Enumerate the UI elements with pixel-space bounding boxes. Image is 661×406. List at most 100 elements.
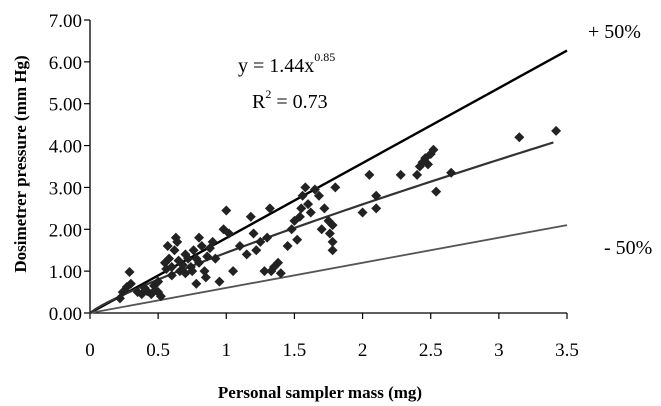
r-squared-exponent: 2 xyxy=(265,87,271,101)
data-point xyxy=(428,144,439,155)
y-tick-label: 6.00 xyxy=(49,53,82,74)
data-point xyxy=(395,169,406,180)
data-point xyxy=(514,132,525,143)
data-point xyxy=(196,241,207,252)
data-point xyxy=(191,278,202,289)
data-point xyxy=(202,251,213,262)
equation-exponent: 0.85 xyxy=(314,50,335,64)
data-point xyxy=(207,236,218,247)
upper-band-label: + 50% xyxy=(588,21,641,43)
data-point xyxy=(446,167,457,178)
equation-base: y = 1.44x xyxy=(238,55,314,77)
data-point xyxy=(551,125,562,136)
labels: y = 1.44x0.85 R2 = 0.73 + 50% - 50% Pers… xyxy=(11,21,652,402)
data-point xyxy=(224,228,235,239)
data-point xyxy=(273,257,284,268)
data-point xyxy=(162,241,173,252)
data-point xyxy=(327,236,338,247)
r-squared-value: = 0.73 xyxy=(271,91,327,113)
data-point xyxy=(125,278,136,289)
data-point xyxy=(357,207,368,218)
data-point xyxy=(248,228,259,239)
fit-curve-layer xyxy=(89,141,554,314)
data-point xyxy=(324,228,335,239)
data-point xyxy=(316,224,327,235)
data-point xyxy=(241,249,252,260)
data-point xyxy=(259,266,270,277)
data-point xyxy=(200,272,211,283)
data-point xyxy=(305,207,316,218)
data-point xyxy=(282,241,293,252)
data-point xyxy=(194,232,205,243)
y-tick-label: 1.00 xyxy=(49,262,82,283)
data-point xyxy=(371,203,382,214)
data-point xyxy=(166,270,177,281)
data-point xyxy=(210,253,221,264)
data-point xyxy=(364,169,375,180)
fit-curve xyxy=(89,141,554,314)
data-point xyxy=(177,259,188,270)
data-point xyxy=(155,291,166,302)
r-squared-symbol: R xyxy=(252,91,266,113)
data-point xyxy=(221,205,232,216)
x-tick-label: 2.5 xyxy=(419,340,443,361)
x-tick-label: 1.5 xyxy=(283,340,307,361)
data-point xyxy=(188,245,199,256)
y-tick-label: 4.00 xyxy=(49,137,82,158)
data-point xyxy=(422,159,433,170)
data-point xyxy=(124,266,135,277)
data-point xyxy=(245,211,256,222)
x-tick-label: 2 xyxy=(358,340,368,361)
x-axis-title: Personal sampler mass (mg) xyxy=(218,383,422,402)
data-point xyxy=(297,190,308,201)
data-point xyxy=(164,253,175,264)
x-tick-label: 1 xyxy=(222,340,232,361)
data-point xyxy=(327,245,338,256)
y-tick-label: 5.00 xyxy=(49,95,82,116)
data-point xyxy=(234,241,245,252)
data-point xyxy=(275,268,286,279)
lower-band-line xyxy=(89,224,568,314)
data-point xyxy=(194,257,205,268)
equation-label: y = 1.44x0.85 xyxy=(238,50,335,77)
data-point xyxy=(296,203,307,214)
data-point xyxy=(412,169,423,180)
lower-band-label: - 50% xyxy=(604,237,652,259)
data-point xyxy=(262,232,273,243)
x-tick-label: 3 xyxy=(494,340,504,361)
data-point xyxy=(255,236,266,247)
band-lines xyxy=(89,49,568,315)
data-point xyxy=(309,184,320,195)
y-tick-label: 3.00 xyxy=(49,178,82,199)
y-tick-label: 7.00 xyxy=(49,11,82,32)
data-point xyxy=(187,266,198,277)
axes: 0 0.5 1 1.5 2 2.5 3 3.5 0.00 1.00 2.00 3.00 4.00 5.00… xyxy=(49,11,579,361)
data-point xyxy=(371,190,382,201)
data-point xyxy=(292,234,303,245)
data-point xyxy=(300,182,311,193)
data-point xyxy=(153,276,164,287)
data-point xyxy=(121,282,132,293)
data-point xyxy=(214,276,225,287)
data-point xyxy=(313,190,324,201)
data-point xyxy=(319,203,330,214)
data-point xyxy=(169,245,180,256)
r-squared-label: R2 = 0.73 xyxy=(252,87,328,113)
data-point xyxy=(431,186,442,197)
y-tick-label: 0.00 xyxy=(49,304,82,325)
y-tick-label: 2.00 xyxy=(49,220,82,241)
x-tick-label: 3.5 xyxy=(555,340,579,361)
data-point xyxy=(183,253,194,264)
data-point xyxy=(294,211,305,222)
data-point xyxy=(166,261,177,272)
data-point xyxy=(264,203,275,214)
data-point xyxy=(327,220,338,231)
x-tick-label: 0.5 xyxy=(146,340,170,361)
upper-band-line xyxy=(89,49,568,315)
data-point xyxy=(286,224,297,235)
data-point xyxy=(228,266,239,277)
x-tick-label: 0 xyxy=(85,340,95,361)
data-point xyxy=(172,236,183,247)
data-point xyxy=(251,245,262,256)
